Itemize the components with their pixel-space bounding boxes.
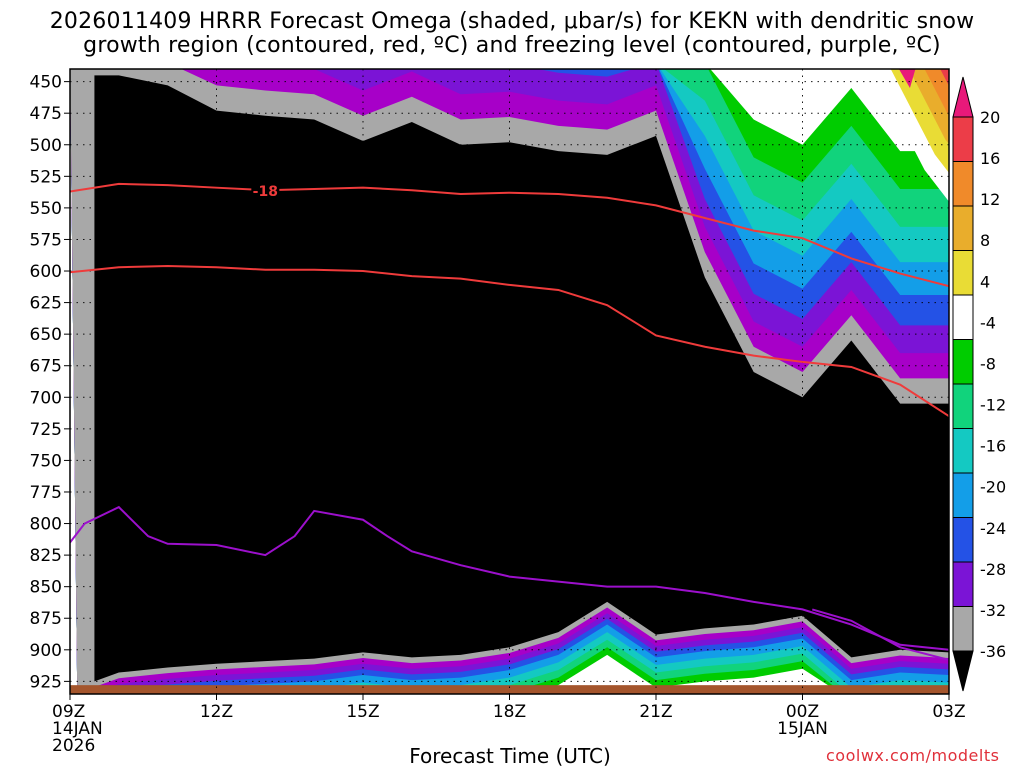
colorbar-segment--16 <box>952 472 974 518</box>
colorbar-label--24: -24 <box>980 519 1006 538</box>
contour-label-minus18: -18 <box>253 184 278 200</box>
y-tick-label-800: 800 <box>30 515 62 535</box>
colorbar-label--20: -20 <box>980 478 1006 497</box>
colorbar-label-4: 4 <box>980 272 990 291</box>
dgz-contour-top <box>70 182 949 288</box>
y-tick-label-775: 775 <box>30 483 62 503</box>
x-tick-label-03Z: 03Z <box>932 702 965 722</box>
colorbar-bottom-triangle <box>952 650 974 692</box>
y-tick-label-900: 900 <box>30 641 62 661</box>
x-tick-label-12Z: 12Z <box>200 702 233 722</box>
colorbar-label--4: -4 <box>980 313 996 332</box>
chart-title-line1: 2026011409 HRRR Forecast Omega (shaded, … <box>49 9 975 34</box>
x-tick-label-09Z: 09Z <box>52 702 85 722</box>
freezing-level-contour <box>70 505 949 651</box>
y-tick-label-600: 600 <box>30 262 62 282</box>
colorbar-label--32: -32 <box>980 601 1006 620</box>
x-tick-label-18Z: 18Z <box>493 702 526 722</box>
colorbar-segment-16 <box>952 161 974 207</box>
x-tick-sublabel-00Z-0: 15JAN <box>777 719 828 739</box>
colorbar-label--28: -28 <box>980 560 1006 579</box>
y-tick-label-700: 700 <box>30 388 62 408</box>
x-tick-label-00Z: 00Z <box>786 702 819 722</box>
positive-omega-max-spot <box>898 69 916 88</box>
y-tick-label-625: 625 <box>30 294 62 314</box>
colorbar-label--36: -36 <box>980 642 1006 661</box>
y-tick-label-475: 475 <box>30 104 62 124</box>
y-tick-label-550: 550 <box>30 199 62 219</box>
colorbar-segment-12 <box>952 205 974 251</box>
y-tick-label-825: 825 <box>30 546 62 566</box>
credit-text: coolwx.com/modelts <box>826 746 1000 765</box>
colorbar-label--8: -8 <box>980 354 996 373</box>
y-tick-label-525: 525 <box>30 167 62 187</box>
y-tick-label-500: 500 <box>30 136 62 156</box>
colorbar-label-12: 12 <box>980 190 1000 209</box>
y-tick-label-450: 450 <box>30 73 62 93</box>
colorbar-segment--4 <box>952 339 974 385</box>
omega-band-36-core <box>94 75 949 682</box>
y-tick-label-925: 925 <box>30 672 62 692</box>
x-tick-label-21Z: 21Z <box>639 702 672 722</box>
colorbar-label-20: 20 <box>980 108 1000 127</box>
positive-omega-band-16 <box>924 69 949 117</box>
chart-title-line2: growth region (contoured, red, ºC) and f… <box>83 33 941 58</box>
colorbar-segment-20 <box>952 116 974 162</box>
y-tick-label-875: 875 <box>30 609 62 629</box>
positive-omega-band-20 <box>940 69 949 87</box>
x-tick-sublabel-09Z-0: 14JAN <box>52 719 103 739</box>
colorbar-top-triangle <box>952 76 974 118</box>
contour-label-bg <box>251 181 280 199</box>
x-tick-sublabel-09Z-1: 2026 <box>52 736 95 756</box>
ground-strip <box>70 685 949 694</box>
y-tick-label-675: 675 <box>30 357 62 377</box>
colorbar-segment--8 <box>952 383 974 429</box>
colorbar-label--12: -12 <box>980 396 1006 415</box>
y-tick-label-575: 575 <box>30 230 62 250</box>
colorbar-segment-4 <box>952 294 974 340</box>
y-tick-label-725: 725 <box>30 420 62 440</box>
colorbar-segment--20 <box>952 517 974 563</box>
x-axis-label: Forecast Time (UTC) <box>409 744 611 768</box>
y-tick-label-850: 850 <box>30 578 62 598</box>
colorbar-label-16: 16 <box>980 149 1000 168</box>
colorbar-label--16: -16 <box>980 437 1006 456</box>
colorbar-segment-8 <box>952 250 974 296</box>
colorbar-segment--24 <box>952 561 974 607</box>
y-tick-label-750: 750 <box>30 451 62 471</box>
y-tick-label-650: 650 <box>30 325 62 345</box>
x-tick-label-15Z: 15Z <box>346 702 379 722</box>
dgz-contour-bottom <box>70 264 949 418</box>
freezing-level-contour-2 <box>811 608 949 661</box>
colorbar-label-8: 8 <box>980 231 990 250</box>
colorbar-segment-gray <box>952 606 974 652</box>
colorbar-segment--12 <box>952 428 974 474</box>
